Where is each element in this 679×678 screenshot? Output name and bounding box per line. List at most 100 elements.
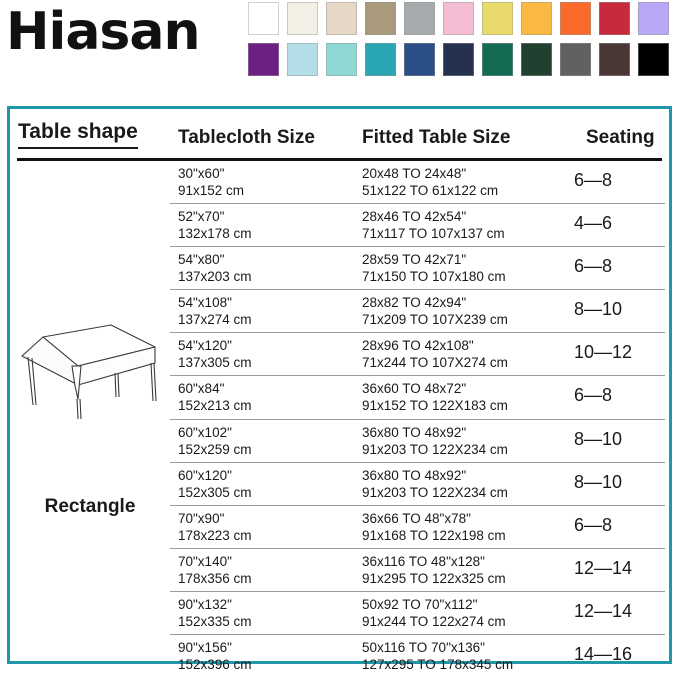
fitted-table-size-inches: 36x60 TO 48x72": [362, 381, 467, 397]
color-swatch-red[interactable]: [599, 2, 630, 35]
cell-tablecloth-size: 52"x70" 132x178 cm: [178, 208, 252, 242]
tablecloth-size-cm: 178x356 cm: [178, 570, 252, 586]
color-swatch-pink[interactable]: [443, 2, 474, 35]
column-header-table-shape: Table shape: [18, 120, 138, 149]
table-row: 54"x108" 137x274 cm 28x82 TO 42x94" 71x209 …: [170, 290, 665, 334]
table-row: 70"x90" 178x223 cm 36x66 TO 48"x78" 91x168 …: [170, 506, 665, 549]
cell-fitted-table-size: 36x80 TO 48x92" 91x203 TO 122X234 cm: [362, 424, 508, 458]
tablecloth-size-inches: 54"x108": [178, 295, 232, 311]
cell-seating: 4—6: [574, 213, 613, 234]
cell-fitted-table-size: 50x92 TO 70"x112" 91x244 TO 122x274 cm: [362, 596, 506, 630]
color-swatch-emerald-green[interactable]: [482, 43, 513, 76]
tablecloth-size-cm: 91x152 cm: [178, 183, 245, 198]
color-swatch-denim-blue[interactable]: [404, 43, 435, 76]
fitted-table-size-inches: 28x96 TO 42x108": [362, 338, 474, 354]
size-rows: 30"x60" 91x152 cm 20x48 TO 24x48" 51x122 TO…: [170, 161, 665, 678]
color-swatch-navy[interactable]: [443, 43, 474, 76]
cell-seating: 12—14: [574, 600, 633, 621]
tablecloth-size-inches: 52"x70": [178, 209, 225, 225]
fitted-table-size-inches: 36x80 TO 48x92": [362, 467, 467, 483]
cell-tablecloth-size: 54"x120" 137x305 cm: [178, 337, 252, 371]
cell-seating: 8—10: [574, 299, 623, 320]
tablecloth-size-cm: 152x335 cm: [178, 613, 252, 629]
color-swatch-black[interactable]: [638, 43, 669, 76]
color-swatch-taupe[interactable]: [365, 2, 396, 35]
fitted-table-size-cm: 91x152 TO 122X183 cm: [362, 398, 508, 414]
cell-tablecloth-size: 70"x140" 178x356 cm: [178, 553, 252, 587]
brand-logo: Hiasan: [6, 2, 200, 62]
fitted-table-size-cm: 71x209 TO 107X239 cm: [362, 312, 508, 328]
color-swatch-orange[interactable]: [560, 2, 591, 35]
table-row: 30"x60" 91x152 cm 20x48 TO 24x48" 51x122 TO…: [170, 161, 665, 205]
cell-fitted-table-size: 50x116 TO 70"x136" 127x295 TO 178x345 cm: [362, 639, 513, 673]
table-row: 60"x102" 152x259 cm 36x80 TO 48x92" 91x203 …: [170, 420, 665, 463]
table-row: 52"x70" 132x178 cm 28x46 TO 42x54" 71x117 T…: [170, 204, 665, 248]
tablecloth-size-cm: 137x305 cm: [178, 355, 252, 371]
tablecloth-size-inches: 30"x60": [178, 166, 225, 181]
tablecloth-size-cm: 178x223 cm: [178, 527, 252, 543]
tablecloth-size-cm: 152x213 cm: [178, 398, 252, 414]
fitted-table-size-cm: 71x244 TO 107X274 cm: [362, 355, 508, 371]
header-divider: [17, 158, 662, 161]
cell-fitted-table-size: 28x96 TO 42x108" 71x244 TO 107X274 cm: [362, 337, 508, 371]
cell-tablecloth-size: 90"x156" 152x396 cm: [178, 639, 252, 673]
fitted-table-size-inches: 50x116 TO 70"x136": [362, 640, 485, 656]
fitted-table-size-inches: 20x48 TO 24x48": [362, 166, 467, 181]
color-swatch-teal[interactable]: [365, 43, 396, 76]
table-row: 54"x80" 137x203 cm 28x59 TO 42x71" 71x150 T…: [170, 247, 665, 291]
cell-seating: 6—8: [574, 385, 613, 406]
color-swatch-forest-green[interactable]: [521, 43, 552, 76]
tablecloth-size-inches: 70"x90": [178, 510, 225, 526]
cell-fitted-table-size: 36x60 TO 48x72" 91x152 TO 122X183 cm: [362, 380, 508, 414]
fitted-table-size-inches: 28x46 TO 42x54": [362, 209, 467, 225]
fitted-table-size-inches: 28x82 TO 42x94": [362, 295, 467, 311]
cell-fitted-table-size: 28x82 TO 42x94" 71x209 TO 107X239 cm: [362, 294, 508, 328]
tablecloth-size-inches: 54"x80": [178, 252, 225, 268]
color-swatch-silver-gray[interactable]: [404, 2, 435, 35]
fitted-table-size-cm: 91x203 TO 122X234 cm: [362, 441, 508, 457]
color-swatch-gray[interactable]: [560, 43, 591, 76]
fitted-table-size-cm: 91x168 TO 122x198 cm: [362, 527, 506, 543]
fitted-table-size-inches: 36x66 TO 48"x78": [362, 510, 471, 526]
color-swatch-light-yellow[interactable]: [482, 2, 513, 35]
table-shape-label: Rectangle: [44, 496, 136, 517]
color-swatch-gold[interactable]: [521, 2, 552, 35]
color-swatch-purple[interactable]: [248, 43, 279, 76]
table-row: 60"x120" 152x305 cm 36x80 TO 48x92" 91x203 …: [170, 463, 665, 506]
cell-tablecloth-size: 30"x60" 91x152 cm: [178, 165, 244, 199]
page-header: Hiasan: [0, 0, 679, 100]
tablecloth-size-inches: 60"x120": [178, 467, 232, 483]
cell-fitted-table-size: 36x116 TO 48"x128" 91x295 TO 122x325 cm: [362, 553, 506, 587]
fitted-table-size-cm: 51x122 TO 61x122 cm: [362, 183, 499, 198]
column-header-tablecloth-size: Tablecloth Size: [178, 127, 315, 148]
cell-tablecloth-size: 54"x80" 137x203 cm: [178, 251, 252, 285]
color-swatch-beige[interactable]: [326, 2, 357, 35]
rectangle-table-illustration: [15, 313, 165, 421]
fitted-table-size-cm: 91x203 TO 122X234 cm: [362, 484, 508, 500]
fitted-table-size-cm: 127x295 TO 178x345 cm: [362, 657, 514, 673]
cell-fitted-table-size: 36x80 TO 48x92" 91x203 TO 122X234 cm: [362, 467, 508, 501]
tablecloth-size-cm: 137x203 cm: [178, 269, 252, 285]
color-swatch-baby-blue[interactable]: [287, 43, 318, 76]
color-swatch-white[interactable]: [248, 2, 279, 35]
fitted-table-size-cm: 91x295 TO 122x325 cm: [362, 570, 506, 586]
size-chart-card: Table shape Tablecloth Size Fitted Table…: [7, 106, 672, 672]
table-shape-column: Rectangle: [10, 161, 170, 661]
color-swatch-aqua[interactable]: [326, 43, 357, 76]
color-swatch-dark-brown[interactable]: [599, 43, 630, 76]
fitted-table-size-cm: 91x244 TO 122x274 cm: [362, 613, 506, 629]
table-row: 90"x132" 152x335 cm 50x92 TO 70"x112" 91x24…: [170, 592, 665, 636]
cell-seating: 8—10: [574, 471, 623, 492]
fitted-table-size-inches: 36x80 TO 48x92": [362, 424, 467, 440]
tablecloth-size-cm: 152x396 cm: [178, 657, 252, 673]
tablecloth-size-cm: 152x259 cm: [178, 441, 252, 457]
color-swatch-lavender[interactable]: [638, 2, 669, 35]
cell-fitted-table-size: 28x59 TO 42x71" 71x150 TO 107x180 cm: [362, 251, 506, 285]
table-row: 54"x120" 137x305 cm 28x96 TO 42x108" 71x244…: [170, 333, 665, 377]
color-swatch-ivory[interactable]: [287, 2, 318, 35]
cell-tablecloth-size: 60"x120" 152x305 cm: [178, 467, 252, 501]
cell-seating: 6—8: [574, 170, 613, 190]
fitted-table-size-cm: 71x117 TO 107x137 cm: [362, 226, 505, 242]
tablecloth-size-inches: 90"x132": [178, 596, 232, 612]
swatch-row-dark: [248, 43, 676, 76]
